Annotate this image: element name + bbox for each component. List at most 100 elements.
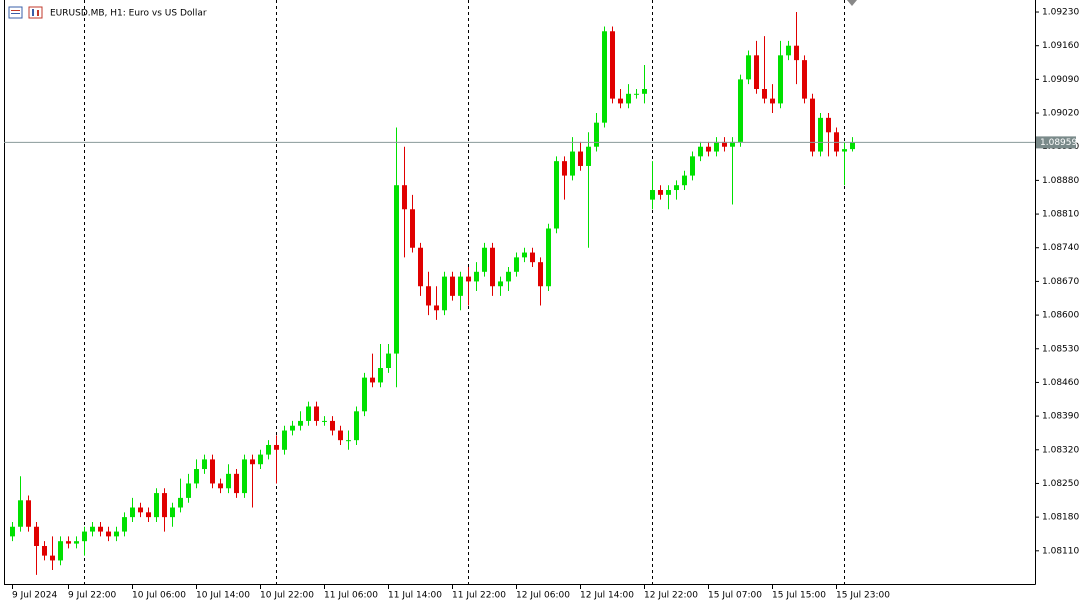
candle-body bbox=[114, 531, 119, 537]
candle-body bbox=[258, 454, 263, 465]
y-tick-label: 1.08460 bbox=[1042, 378, 1079, 388]
x-tick-label: 12 Jul 06:00 bbox=[516, 591, 570, 601]
candle-body bbox=[194, 469, 199, 484]
candle-body bbox=[330, 420, 335, 431]
candle-body bbox=[554, 161, 559, 229]
y-tick-label: 1.08110 bbox=[1042, 546, 1079, 556]
candle-body bbox=[682, 175, 687, 186]
candle-body bbox=[714, 141, 719, 152]
candle-body bbox=[130, 507, 135, 518]
candle-body bbox=[618, 98, 623, 104]
x-tick-label: 15 Jul 07:00 bbox=[708, 591, 762, 601]
candle-body bbox=[818, 117, 823, 152]
candle-body bbox=[402, 185, 407, 210]
candle-body bbox=[730, 141, 735, 147]
candle-body bbox=[706, 146, 711, 152]
x-tick-label: 11 Jul 22:00 bbox=[452, 591, 506, 601]
candle-body bbox=[442, 276, 447, 311]
candle-body bbox=[314, 406, 319, 421]
candle-body bbox=[738, 79, 743, 142]
candle-body bbox=[450, 276, 455, 296]
candle-body bbox=[74, 541, 79, 544]
candle-body bbox=[650, 190, 655, 200]
candle-body bbox=[226, 473, 231, 489]
y-tick-label: 1.09090 bbox=[1042, 75, 1079, 85]
candle-body bbox=[162, 493, 167, 518]
x-tick-label: 9 Jul 22:00 bbox=[68, 591, 117, 601]
candle-body bbox=[138, 507, 143, 513]
y-tick-label: 1.08740 bbox=[1042, 243, 1079, 253]
x-tick-label: 10 Jul 22:00 bbox=[260, 591, 314, 601]
candle-body bbox=[602, 31, 607, 123]
candle-body bbox=[570, 151, 575, 176]
candle-body bbox=[274, 444, 279, 450]
candle-body bbox=[210, 459, 215, 484]
candle-body bbox=[466, 276, 471, 282]
candle-body bbox=[250, 459, 255, 465]
x-tick-label: 12 Jul 22:00 bbox=[644, 591, 698, 601]
candle-body bbox=[754, 55, 759, 89]
candle-body bbox=[626, 93, 631, 104]
candle-body bbox=[658, 190, 663, 195]
candle-body bbox=[66, 541, 71, 544]
x-tick-label: 11 Jul 14:00 bbox=[388, 591, 442, 601]
y-tick-label: 1.09230 bbox=[1042, 8, 1079, 18]
candle-body bbox=[810, 98, 815, 152]
y-tick-label: 1.08810 bbox=[1042, 210, 1079, 220]
candle-body bbox=[346, 440, 351, 442]
candle-body bbox=[170, 507, 175, 518]
candle-body bbox=[178, 497, 183, 508]
candle-body bbox=[58, 541, 63, 561]
candle-body bbox=[786, 45, 791, 56]
y-tick-label: 1.08320 bbox=[1042, 445, 1079, 455]
candle-body bbox=[794, 45, 799, 61]
candle-body bbox=[610, 31, 615, 99]
candle-body bbox=[354, 411, 359, 441]
candle-body bbox=[394, 185, 399, 354]
candle-body bbox=[410, 209, 415, 248]
candle-body bbox=[42, 545, 47, 556]
y-tick-label: 1.08530 bbox=[1042, 344, 1079, 354]
x-tick-label: 10 Jul 06:00 bbox=[132, 591, 186, 601]
candle-body bbox=[322, 420, 327, 422]
candle-body bbox=[370, 377, 375, 383]
candle-body bbox=[722, 141, 727, 147]
candle-body bbox=[90, 526, 95, 532]
candle-body bbox=[482, 247, 487, 272]
candle-body bbox=[778, 55, 783, 104]
candle-body bbox=[522, 252, 527, 258]
x-tick-label: 15 Jul 15:00 bbox=[772, 591, 826, 601]
x-tick-label: 15 Jul 23:00 bbox=[836, 591, 890, 601]
candle-body bbox=[850, 142, 855, 150]
candle-body bbox=[514, 257, 519, 272]
candle-body bbox=[506, 271, 511, 282]
candle-body bbox=[98, 526, 103, 532]
candle-body bbox=[490, 247, 495, 287]
candle-body bbox=[50, 555, 55, 561]
candle-body bbox=[746, 55, 751, 80]
y-tick-label: 1.08880 bbox=[1042, 176, 1079, 186]
y-tick-label: 1.08390 bbox=[1042, 412, 1079, 422]
candle-body bbox=[202, 459, 207, 470]
candle-body bbox=[242, 459, 247, 494]
candle-body bbox=[594, 122, 599, 147]
candle-body bbox=[674, 185, 679, 191]
candle-body bbox=[562, 161, 567, 176]
candle-body bbox=[106, 531, 111, 537]
candle-body bbox=[530, 252, 535, 263]
candle-body bbox=[186, 483, 191, 498]
candle-body bbox=[578, 151, 583, 166]
candle-body bbox=[378, 368, 383, 383]
chart-title: EURUSD.MB, H1: Euro vs US Dollar bbox=[50, 9, 207, 19]
candle-body bbox=[634, 93, 639, 95]
candle-body bbox=[586, 146, 591, 166]
candle-body bbox=[282, 430, 287, 450]
candle-body bbox=[122, 517, 127, 532]
candle-body bbox=[802, 60, 807, 99]
candle-body bbox=[266, 444, 271, 455]
candle-body bbox=[770, 98, 775, 104]
candle-body bbox=[842, 149, 847, 152]
candle-body bbox=[538, 262, 543, 287]
y-tick-label: 1.09020 bbox=[1042, 109, 1079, 119]
